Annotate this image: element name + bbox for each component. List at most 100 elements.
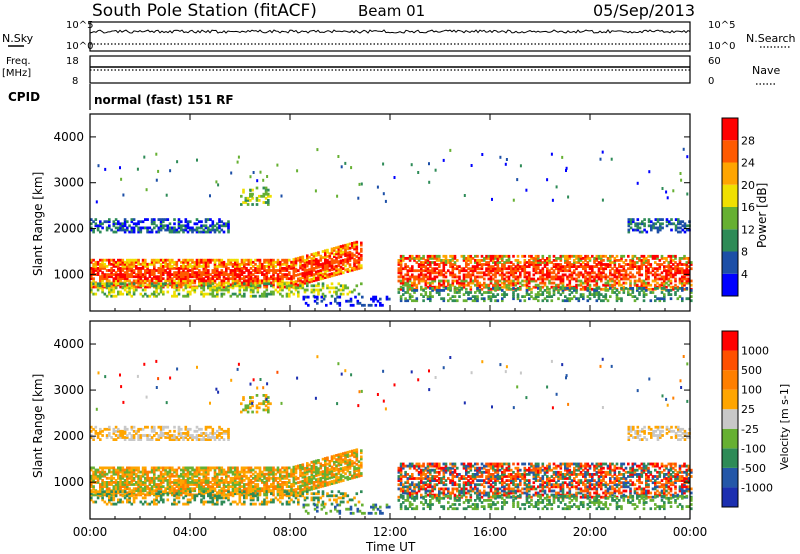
power-pixel	[411, 273, 414, 277]
power-pixel	[501, 285, 504, 289]
velocity-pixel	[193, 483, 197, 486]
power-pixel	[582, 273, 585, 277]
velocity-pixel	[276, 470, 280, 474]
power-pixel	[447, 269, 450, 273]
power-pixel	[251, 188, 254, 192]
velocity-pixel	[261, 481, 264, 484]
velocity-pixel	[159, 476, 163, 480]
velocity-pixel	[207, 483, 210, 486]
power-pixel	[351, 254, 354, 258]
power-pixel	[317, 288, 320, 292]
power-pixel	[92, 265, 95, 268]
power-pixel	[582, 275, 585, 279]
power-pixel	[420, 263, 423, 266]
power-pixel	[312, 279, 316, 283]
power-pixel	[315, 276, 318, 280]
velocity-pixel	[263, 485, 266, 488]
power-pixel	[404, 299, 407, 303]
power-pixel	[615, 299, 619, 303]
power-pixel	[211, 282, 215, 286]
power-pixel	[252, 277, 255, 281]
velocity-pixel	[193, 481, 197, 484]
power-pixel	[595, 293, 599, 296]
power-pixel	[570, 265, 574, 268]
power-pixel	[266, 175, 269, 178]
power-pixel	[294, 257, 298, 261]
power-pixel	[579, 259, 583, 262]
velocity-heatmap	[90, 355, 693, 515]
power-pixel	[328, 262, 332, 266]
power-pixel	[501, 275, 504, 279]
power-pixel	[263, 282, 266, 286]
power-pixel	[267, 192, 270, 196]
power-pixel	[672, 267, 675, 271]
power-pixel	[577, 271, 581, 275]
velocity-pixel	[290, 485, 293, 488]
power-pixel	[399, 263, 403, 266]
power-pixel	[537, 259, 540, 262]
power-pixel	[600, 277, 603, 281]
velocity-pixel	[155, 483, 158, 486]
power-pixel	[274, 269, 278, 272]
power-pixel	[550, 295, 554, 298]
power-pixel	[324, 265, 327, 269]
velocity-pixel	[254, 485, 257, 488]
power-pixel	[338, 295, 342, 299]
power-pixel	[180, 285, 183, 289]
velocity-pixel	[238, 476, 242, 480]
power-pixel	[453, 291, 457, 294]
power-pixel	[355, 284, 359, 288]
power-pixel	[649, 299, 653, 303]
power-pixel	[175, 271, 179, 274]
power-pixel	[422, 273, 425, 277]
power-pixel	[456, 281, 459, 285]
power-pixel	[645, 285, 648, 289]
power-pixel	[171, 226, 174, 230]
power-pixel	[690, 267, 693, 271]
power-pixel	[474, 269, 477, 273]
power-pixel	[647, 263, 650, 266]
velocity-pixel	[126, 468, 129, 472]
power-pixel	[184, 286, 188, 290]
velocity-pixel	[256, 476, 260, 480]
power-pixel	[494, 263, 497, 266]
power-pixel	[195, 218, 199, 221]
power-pixel	[422, 263, 425, 266]
power-pixel	[229, 262, 233, 266]
power-pixel	[431, 277, 434, 281]
velocity-pixel	[218, 472, 221, 476]
power-pixel	[193, 260, 197, 264]
power-pixel	[302, 297, 306, 301]
power-pixel	[315, 264, 318, 268]
velocity-pixel	[312, 485, 316, 488]
power-pixel	[624, 287, 628, 290]
power-pixel	[137, 230, 140, 234]
velocity-pixel	[315, 465, 318, 469]
velocity-pixel	[195, 481, 199, 484]
power-pixel	[182, 275, 185, 279]
velocity-pixel	[238, 479, 242, 482]
power-pixel	[90, 288, 93, 292]
power-pixel	[150, 258, 154, 262]
power-pixel	[288, 277, 291, 281]
power-pixel	[157, 260, 161, 264]
power-pixel	[374, 295, 378, 299]
power-pixel	[128, 273, 131, 276]
power-pixel	[153, 267, 156, 270]
power-pixel	[537, 283, 540, 287]
power-pixel	[575, 297, 578, 301]
power-pixel	[281, 273, 284, 276]
velocity-pixel	[139, 487, 143, 491]
power-pixel	[435, 291, 439, 294]
velocity-pixel	[126, 483, 129, 486]
power-pixel	[360, 182, 363, 186]
power-pixel	[207, 258, 210, 262]
power-pixel	[276, 273, 280, 276]
power-pixel	[285, 286, 289, 290]
power-pixel	[202, 284, 206, 288]
velocity-pixel	[112, 468, 116, 472]
power-pixel	[166, 267, 170, 270]
power-pixel	[492, 273, 495, 277]
power-pixel	[588, 287, 592, 291]
velocity-pixel	[234, 483, 237, 486]
